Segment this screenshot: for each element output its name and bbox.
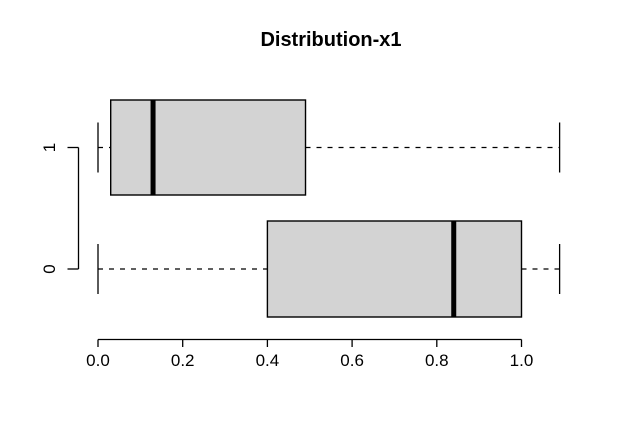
boxplot-group-0 (97, 220, 561, 318)
x-tick-label: 1.0 (510, 351, 534, 370)
y-tick-label: 1 (40, 143, 59, 152)
x-tick-label: 0.8 (425, 351, 449, 370)
y-axis: 10 (40, 143, 80, 274)
boxplot-group-1 (97, 99, 561, 196)
plot-shapes: 0.0 0.2 0.4 0.6 0.8 1.010 (40, 99, 561, 370)
x-tick-label: 0.2 (171, 351, 195, 370)
x-tick-label: 0.4 (256, 351, 280, 370)
iqr-box (266, 220, 523, 318)
y-tick-label: 0 (40, 264, 59, 273)
chart-title: Distribution-x1 (260, 29, 401, 51)
x-axis: 0.0 0.2 0.4 0.6 0.8 1.0 (86, 338, 534, 370)
x-tick-label: 0.0 (86, 351, 110, 370)
iqr-box (110, 99, 307, 196)
x-tick-label: 0.6 (340, 351, 364, 370)
